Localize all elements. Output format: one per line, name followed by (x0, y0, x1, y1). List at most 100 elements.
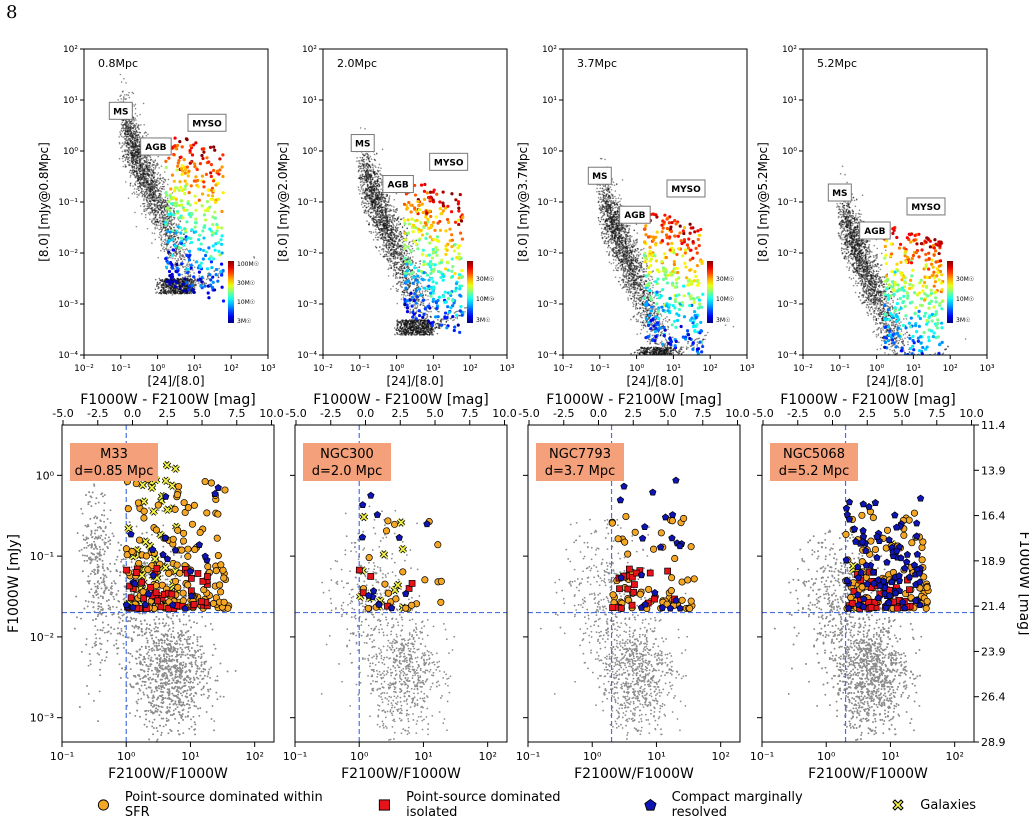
star-point (156, 163, 158, 165)
star-point (135, 159, 137, 161)
star-point (129, 121, 131, 123)
yso-point (215, 268, 218, 271)
star-point (173, 293, 175, 295)
star-point (403, 279, 405, 281)
star-point (383, 251, 385, 253)
star-point (142, 194, 144, 196)
star-point (172, 192, 174, 194)
star-point (400, 284, 402, 286)
yso-point (167, 213, 170, 216)
star-point (145, 176, 147, 178)
star-point (118, 136, 120, 138)
star-point (175, 236, 177, 238)
star-point (149, 155, 151, 157)
star-point (158, 293, 160, 295)
star-point (156, 227, 158, 229)
star-point (162, 222, 164, 224)
star-point (430, 316, 432, 318)
star-point (144, 173, 146, 175)
star-point (130, 170, 132, 172)
star-point (368, 222, 370, 224)
yso-point (220, 165, 223, 168)
star-point (164, 230, 166, 232)
yso-point (176, 210, 179, 213)
star-point (139, 143, 141, 145)
yso-point (209, 171, 212, 174)
yso-point (175, 168, 178, 171)
star-point (170, 220, 172, 222)
star-point (165, 244, 167, 246)
y-axis-label: [8.0] [mJy@0.8Mpc] (37, 142, 51, 262)
star-point (403, 217, 405, 219)
star-point (392, 275, 394, 277)
star-point (419, 263, 421, 265)
yso-point (188, 250, 191, 253)
star-point (134, 183, 136, 185)
yso-point (168, 270, 171, 273)
star-point (143, 103, 145, 105)
star-point (379, 225, 381, 227)
star-point (132, 130, 134, 132)
star-point (179, 285, 181, 287)
star-point (456, 318, 458, 320)
star-point (139, 156, 141, 158)
star-point (184, 273, 186, 275)
star-point (176, 254, 178, 256)
star-point (161, 198, 163, 200)
star-point (163, 224, 165, 226)
yso-point (212, 257, 215, 260)
star-point (155, 167, 157, 169)
star-point (408, 253, 410, 255)
yso-point (168, 194, 171, 197)
star-point (425, 279, 427, 281)
star-point (382, 200, 384, 202)
star-point (139, 141, 141, 143)
yso-point (221, 251, 224, 254)
star-point (388, 200, 390, 202)
star-point (140, 186, 142, 188)
star-point (400, 260, 402, 262)
y-tick-label: 10² (63, 45, 78, 55)
star-point (162, 183, 164, 185)
yso-point (216, 226, 219, 229)
star-point (157, 178, 159, 180)
star-point (385, 213, 387, 215)
star-point (140, 174, 142, 176)
star-point (167, 228, 169, 230)
star-point (145, 132, 147, 134)
yso-point (208, 273, 211, 276)
star-point (164, 227, 166, 229)
star-point (181, 247, 183, 249)
star-point (374, 199, 376, 201)
star-point (391, 221, 393, 223)
star-point (163, 188, 165, 190)
star-point (140, 205, 142, 207)
star-point (168, 205, 170, 207)
star-point (371, 212, 373, 214)
star-point (146, 210, 148, 212)
star-point (389, 264, 391, 266)
star-point (129, 163, 131, 165)
star-point (444, 324, 446, 326)
star-point (120, 134, 122, 136)
star-point (383, 228, 385, 230)
star-point (144, 196, 146, 198)
star-point (364, 128, 366, 130)
star-point (164, 186, 166, 188)
star-point (146, 162, 148, 164)
star-point (137, 196, 139, 198)
star-point (389, 255, 391, 257)
yso-point (171, 275, 174, 278)
yso-point (219, 238, 222, 241)
star-point (177, 237, 179, 239)
star-point (155, 193, 157, 195)
star-point (138, 176, 140, 178)
star-point (119, 131, 121, 133)
star-point (393, 209, 395, 211)
star-point (166, 234, 168, 236)
star-point (127, 159, 129, 161)
y-tick-label: 10⁻² (58, 249, 78, 259)
star-point (153, 188, 155, 190)
star-point (144, 192, 146, 194)
yso-point (182, 244, 185, 247)
